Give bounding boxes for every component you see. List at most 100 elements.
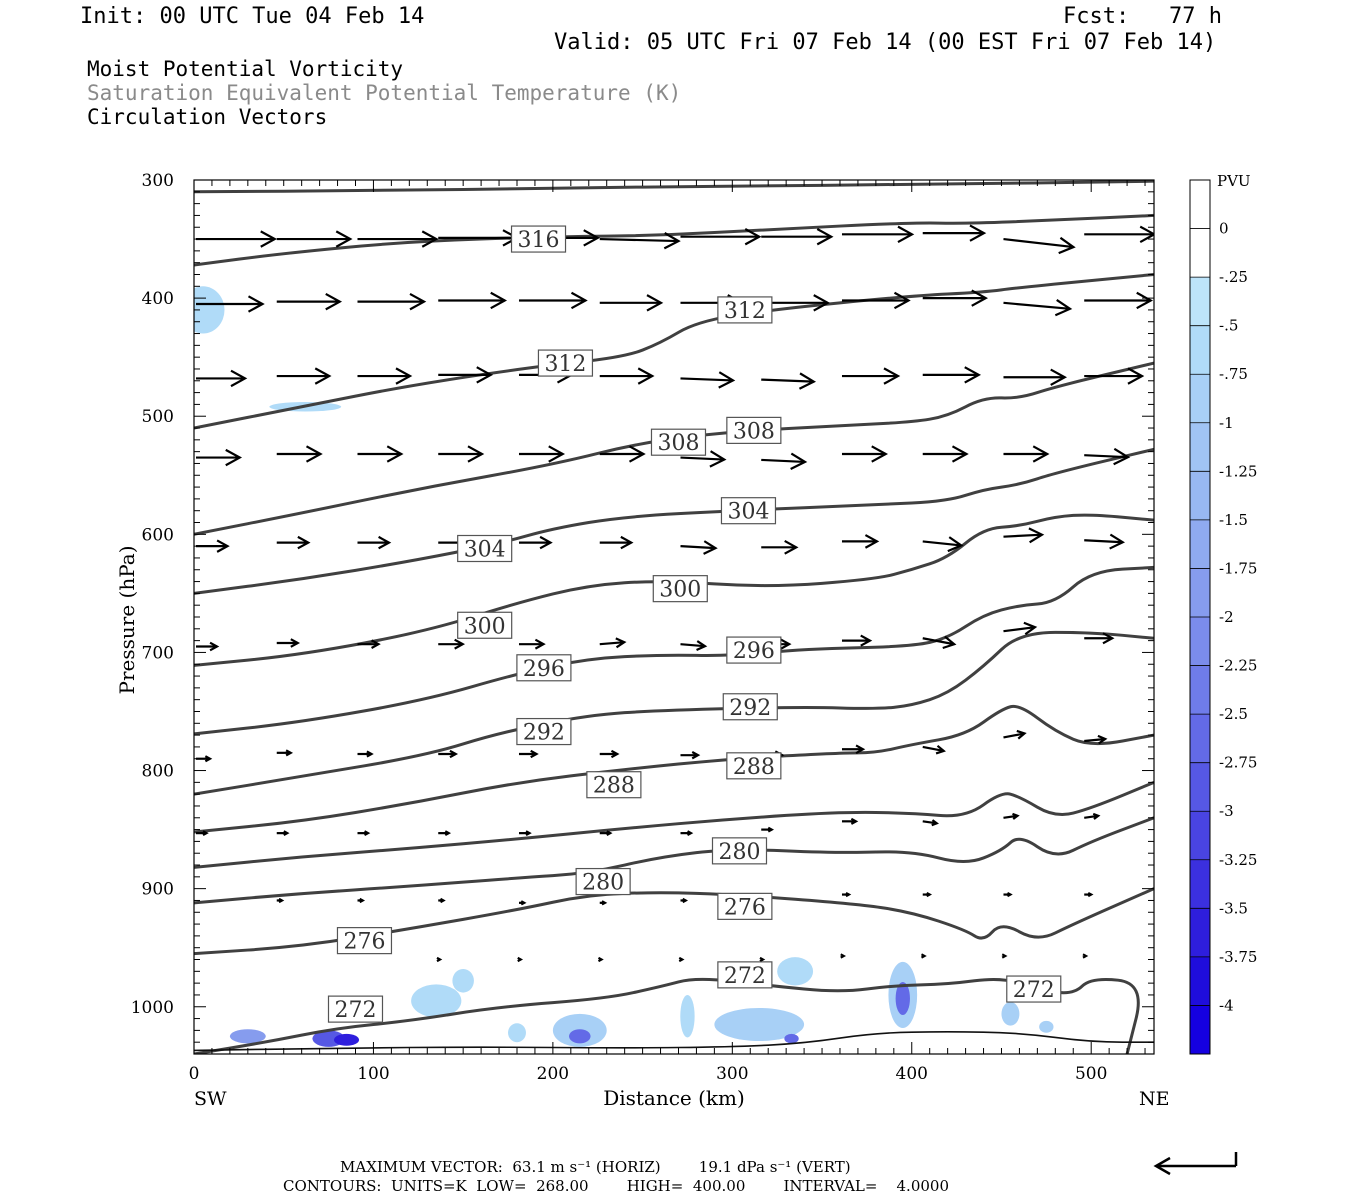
contour-label-text: 308 xyxy=(733,419,775,444)
circulation-vector-41 xyxy=(599,445,646,463)
circulation-vector-98 xyxy=(438,897,446,904)
circulation-vector-36 xyxy=(196,448,243,467)
contour-label-text: 292 xyxy=(523,721,565,746)
x-tick-label: 100 xyxy=(357,1064,389,1084)
circulation-vector-6 xyxy=(680,228,762,246)
circulation-vector-42 xyxy=(680,450,727,468)
x-end-label-left: SW xyxy=(194,1088,227,1110)
colorbar-swatch xyxy=(1190,665,1210,715)
circulation-vector-46 xyxy=(1003,445,1050,463)
circulation-vector-110 xyxy=(678,956,685,963)
contour-label-0: 316 xyxy=(510,225,567,253)
circulation-vector-5 xyxy=(599,232,681,250)
circulation-vector-86 xyxy=(357,830,371,837)
theta-contour-288 xyxy=(194,704,1154,834)
circulation-vector-74 xyxy=(357,750,374,758)
colorbar-title: PVU xyxy=(1217,172,1251,190)
circulation-vector-107 xyxy=(436,956,443,963)
x-tick-label: 0 xyxy=(189,1064,200,1084)
contour-label-21: 272 xyxy=(1006,975,1062,1003)
contour-label-text: 292 xyxy=(729,696,771,721)
circulation-vector-40 xyxy=(518,445,566,463)
circulation-vector-62 xyxy=(357,639,381,649)
circulation-vector-68 xyxy=(841,634,873,647)
circulation-vector-105 xyxy=(1003,891,1013,898)
theta-contour-316 xyxy=(194,213,1154,267)
circulation-vector-93 xyxy=(922,819,939,827)
circulation-vector-52 xyxy=(518,535,553,550)
y-tick-label: 800 xyxy=(142,762,174,782)
circulation-vector-29 xyxy=(599,367,655,385)
circulation-vector-0 xyxy=(196,230,278,248)
circulation-vector-15 xyxy=(438,291,508,310)
circulation-vector-22 xyxy=(1003,298,1073,317)
colorbar-label: -2.5 xyxy=(1219,705,1248,723)
circulation-vector-37 xyxy=(276,445,323,463)
colorbar-label: -3.75 xyxy=(1219,948,1257,966)
colorbar-label: -1.5 xyxy=(1219,511,1248,529)
colorbar-label: -2.25 xyxy=(1219,657,1257,675)
y-tick-label: 400 xyxy=(142,289,174,309)
colorbar-swatch xyxy=(1190,471,1210,521)
contour-label-text: 276 xyxy=(343,930,385,955)
x-tick-label: 400 xyxy=(896,1064,928,1084)
colorbar-label: -3 xyxy=(1219,802,1234,820)
pv-blob-12 xyxy=(229,1029,266,1044)
circulation-vector-21 xyxy=(922,289,989,307)
circulation-vector-14 xyxy=(357,292,427,311)
colorbar-label: -3.5 xyxy=(1219,899,1248,917)
colorbar-label: -1.75 xyxy=(1219,559,1257,577)
colorbar-swatch xyxy=(1190,180,1210,230)
colorbar-swatch xyxy=(1190,568,1210,618)
circulation-vector-27 xyxy=(438,366,494,384)
circulation-vector-69 xyxy=(922,635,957,650)
colorbar-swatch xyxy=(1190,617,1210,667)
pv-shading xyxy=(194,286,1054,1047)
circulation-vector-56 xyxy=(841,534,880,549)
colorbar-swatch xyxy=(1190,762,1210,812)
circulation-vector-88 xyxy=(518,830,532,837)
theta-contours xyxy=(194,180,1154,1054)
colorbar-label: -2.75 xyxy=(1219,754,1257,772)
circulation-vector-13 xyxy=(276,292,343,311)
theta-contour-280 xyxy=(194,816,1154,905)
contour-label-text: 288 xyxy=(593,774,635,799)
circulation-vector-3 xyxy=(438,229,520,247)
contour-label-20: 272 xyxy=(327,995,384,1023)
axis-ticks xyxy=(193,179,1154,1055)
circulation-vector-20 xyxy=(841,291,911,310)
contour-label-1: 312 xyxy=(717,296,773,324)
pv-blob-17 xyxy=(508,1023,526,1043)
x-tick-label: 500 xyxy=(1075,1064,1107,1084)
colorbar-label: -1 xyxy=(1219,414,1234,432)
circulation-vector-17 xyxy=(599,294,664,312)
circulation-vector-1 xyxy=(276,230,353,248)
contour-label-text: 296 xyxy=(523,657,565,682)
circulation-vector-76 xyxy=(518,749,539,759)
colorbar-swatch xyxy=(1190,277,1210,327)
contour-label-11: 292 xyxy=(516,717,572,746)
circulation-vector-99 xyxy=(518,900,527,906)
y-tick-label: 700 xyxy=(142,643,174,663)
circulation-vector-43 xyxy=(761,452,808,470)
contour-label-text: 272 xyxy=(724,964,766,989)
circulation-vector-32 xyxy=(841,367,901,385)
pv-blob-6 xyxy=(714,1007,805,1042)
footer-contours: CONTOURS: UNITS=K LOW= 268.00 HIGH= 400.… xyxy=(283,1177,949,1195)
contour-label-10: 296 xyxy=(726,636,782,664)
x-end-label-right: NE xyxy=(1139,1088,1170,1110)
colorbar-label: -2 xyxy=(1219,608,1234,626)
pv-blob-11 xyxy=(680,994,695,1038)
x-tick-label: 200 xyxy=(537,1064,569,1084)
reference-vector-icon xyxy=(1153,1152,1238,1176)
contour-label-text: 280 xyxy=(582,871,624,896)
circulation-vector-87 xyxy=(438,830,452,837)
contour-label-15: 280 xyxy=(711,837,768,865)
circulation-vector-112 xyxy=(840,953,847,959)
contour-label-text: 304 xyxy=(727,500,769,525)
circulation-vector-113 xyxy=(920,953,927,959)
pv-blob-8 xyxy=(777,957,814,986)
contour-label-text: 296 xyxy=(733,639,775,664)
circulation-vector-115 xyxy=(1082,953,1089,959)
contour-label-6: 304 xyxy=(457,534,513,562)
